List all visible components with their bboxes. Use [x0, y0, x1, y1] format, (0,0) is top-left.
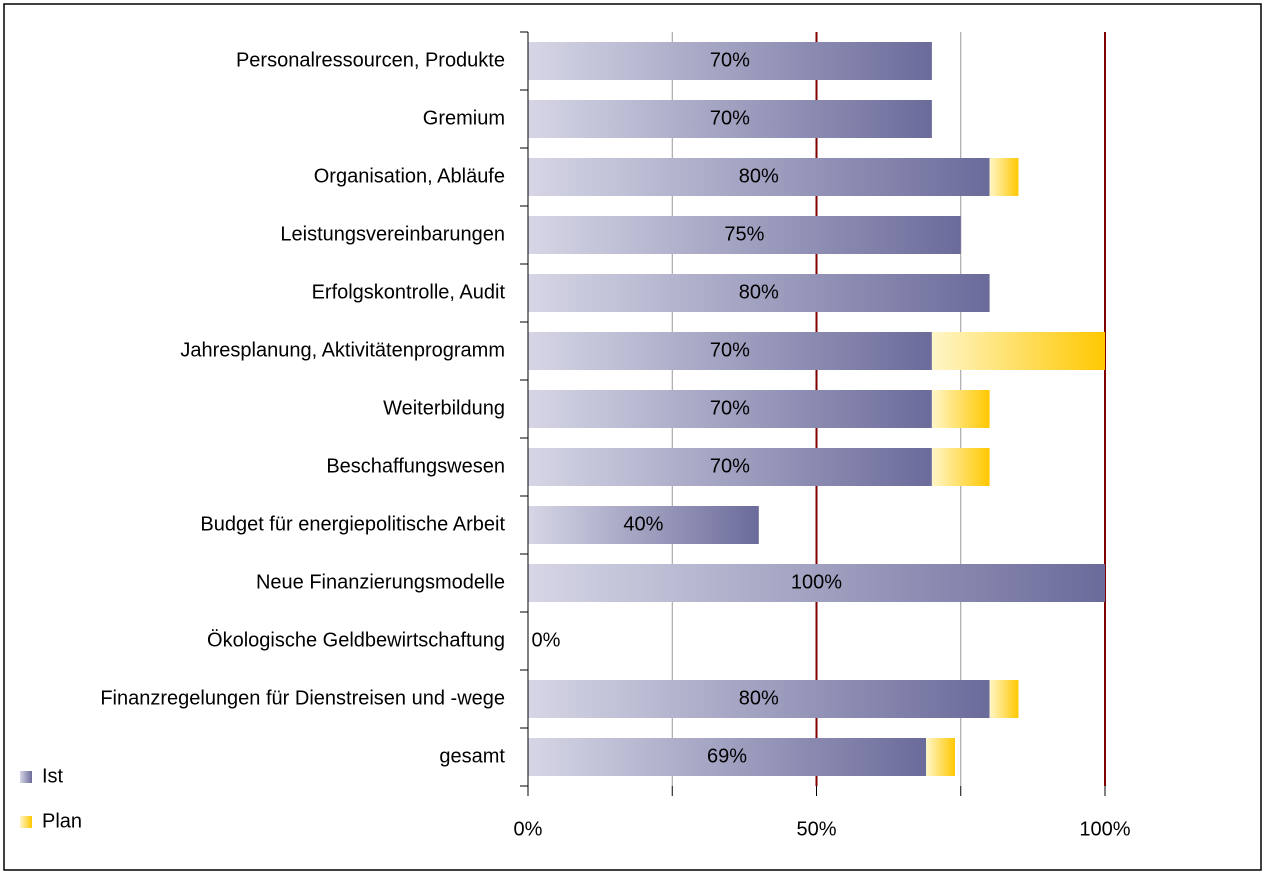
category-label: Neue Finanzierungsmodelle: [256, 571, 505, 593]
bar-segment: [528, 42, 932, 80]
data-label: 100%: [791, 571, 842, 593]
data-label: 70%: [710, 49, 750, 71]
data-label: 0%: [532, 629, 561, 651]
category-label: gesamt: [439, 745, 505, 767]
data-label: 75%: [724, 223, 764, 245]
bar-segment: [989, 680, 1019, 718]
data-label: 70%: [710, 107, 750, 129]
bar-segment: [931, 448, 990, 486]
data-label: 70%: [710, 339, 750, 361]
legend-swatch: [20, 771, 32, 783]
category-label: Ökologische Geldbewirtschaftung: [207, 629, 505, 651]
category-label: Beschaffungswesen: [326, 455, 505, 477]
category-label: Budget für energiepolitische Arbeit: [200, 513, 505, 535]
category-label: Weiterbildung: [383, 397, 505, 419]
bar-segment: [931, 332, 1105, 370]
bar-segment: [528, 506, 759, 544]
bar-segment: [926, 738, 955, 776]
bar-segment: [528, 448, 932, 486]
category-label: Leistungsvereinbarungen: [280, 223, 505, 245]
bar-segment: [528, 390, 932, 428]
data-label: 69%: [707, 745, 747, 767]
data-label: 70%: [710, 455, 750, 477]
legend-swatch: [20, 816, 32, 828]
x-tick-label: 50%: [796, 818, 836, 840]
bar-segment: [989, 158, 1019, 196]
data-label: 40%: [623, 513, 663, 535]
bar-segment: [528, 680, 990, 718]
bar-segment: [528, 274, 990, 312]
category-label: Finanzregelungen für Dienstreisen und -w…: [100, 687, 505, 709]
data-label: 80%: [739, 281, 779, 303]
category-label: Personalressourcen, Produkte: [236, 49, 505, 71]
data-label: 70%: [710, 397, 750, 419]
legend-label: Plan: [42, 810, 82, 832]
legend-label: Ist: [42, 765, 64, 787]
x-tick-label: 100%: [1079, 818, 1130, 840]
bar-segment: [528, 100, 932, 138]
bar-segment: [528, 158, 990, 196]
bar-segment: [528, 332, 932, 370]
data-label: 80%: [739, 165, 779, 187]
category-label: Organisation, Abläufe: [314, 165, 505, 187]
bar-segment: [528, 738, 927, 776]
bar-segment: [931, 390, 990, 428]
category-label: Gremium: [423, 107, 505, 129]
bar-segment: [528, 216, 961, 254]
bar-segment: [528, 564, 1105, 602]
data-label: 80%: [739, 687, 779, 709]
x-tick-label: 0%: [514, 818, 543, 840]
category-label: Jahresplanung, Aktivitätenprogramm: [180, 339, 505, 361]
frame: [3, 3, 1262, 871]
category-label: Erfolgskontrolle, Audit: [312, 281, 506, 303]
